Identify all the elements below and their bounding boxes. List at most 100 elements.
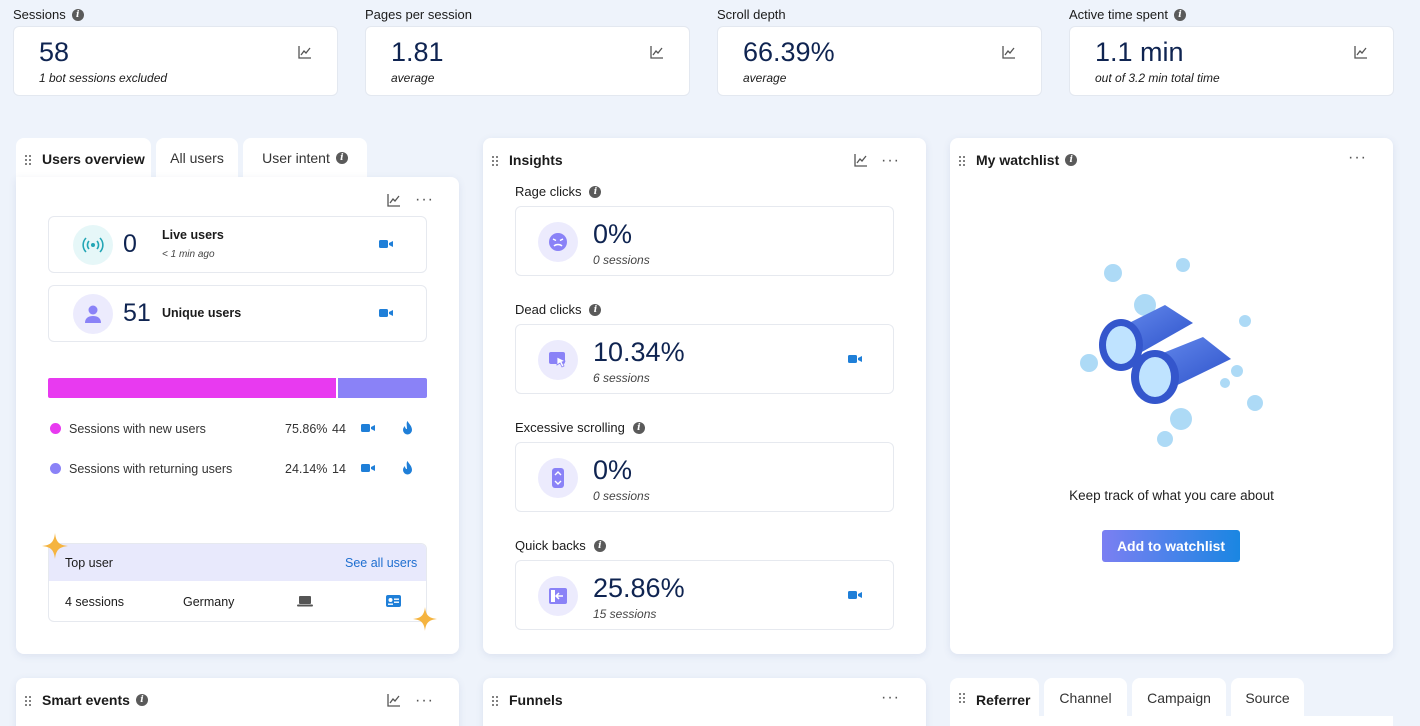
- legend-dot: [50, 423, 61, 434]
- live-users-card[interactable]: 0 Live users < 1 min ago: [48, 216, 427, 273]
- trend-chart-icon[interactable]: [650, 45, 664, 59]
- see-all-users-link[interactable]: See all users: [345, 556, 418, 570]
- excessive-scrolling-value: 0%: [593, 455, 633, 485]
- trend-chart-icon[interactable]: [1354, 45, 1368, 59]
- watchlist-title: My watchlist i: [958, 152, 1078, 168]
- funnels-panel: Funnels ···: [483, 678, 926, 726]
- drag-handle-icon[interactable]: [491, 694, 498, 706]
- info-icon[interactable]: i: [589, 303, 602, 316]
- heatmap-flame-icon[interactable]: [402, 461, 413, 475]
- dead-clicks-value: 10.34%: [593, 337, 685, 367]
- new-users-bar-segment[interactable]: [48, 378, 336, 398]
- legend-label: Sessions with new users: [69, 422, 206, 436]
- video-camera-icon[interactable]: [848, 354, 862, 364]
- returning-users-bar-segment[interactable]: [337, 378, 427, 398]
- tab-campaign[interactable]: Campaign: [1132, 678, 1226, 718]
- legend-pct: 24.14%: [285, 462, 328, 476]
- video-camera-icon[interactable]: [379, 308, 393, 318]
- info-icon[interactable]: i: [589, 185, 602, 198]
- metric-label-pages: Pages per session: [365, 7, 472, 22]
- info-icon[interactable]: i: [1174, 8, 1186, 21]
- info-icon[interactable]: i: [335, 152, 348, 164]
- drag-handle-icon[interactable]: [958, 692, 965, 703]
- user-card-icon[interactable]: [386, 595, 401, 607]
- funnels-title: Funnels: [491, 692, 563, 708]
- drag-handle-icon[interactable]: [958, 154, 965, 166]
- rage-clicks-value: 0%: [593, 219, 633, 249]
- tab-all-users[interactable]: All users: [156, 138, 238, 178]
- scroll-icon: [538, 458, 578, 498]
- trend-chart-icon[interactable]: [387, 693, 401, 707]
- tab-channel[interactable]: Channel: [1044, 678, 1127, 718]
- legend-label: Sessions with returning users: [69, 462, 233, 476]
- metric-label-scroll: Scroll depth: [717, 7, 786, 22]
- watchlist-panel: My watchlist i ··· Keep track of what yo…: [950, 138, 1393, 654]
- metric-value: 1.81: [391, 37, 444, 67]
- insights-title: Insights: [491, 152, 563, 168]
- top-user-country: Germany: [183, 595, 235, 609]
- back-icon: [538, 576, 578, 616]
- trend-chart-icon[interactable]: [298, 45, 312, 59]
- rage-clicks-label: Rage clicks i: [515, 184, 602, 199]
- top-user-title: Top user: [65, 556, 113, 570]
- quick-backs-sub: 15 sessions: [593, 607, 657, 621]
- sessions-split-bar: [48, 378, 427, 398]
- legend-count: 44: [332, 422, 346, 436]
- quick-backs-value: 25.86%: [593, 573, 685, 603]
- more-options-icon[interactable]: ···: [1348, 149, 1367, 166]
- top-user-sessions: 4 sessions: [65, 595, 125, 609]
- tab-users-overview[interactable]: Users overview: [16, 138, 151, 180]
- metric-card-sessions[interactable]: 58 1 bot sessions excluded: [13, 26, 338, 96]
- info-icon[interactable]: i: [1065, 154, 1078, 166]
- more-options-icon[interactable]: ···: [415, 692, 434, 709]
- unique-users-card[interactable]: 51 Unique users: [48, 285, 427, 342]
- rage-clicks-card[interactable]: 0% 0 sessions: [515, 206, 894, 276]
- info-icon[interactable]: i: [593, 539, 606, 552]
- tab-user-intent[interactable]: User intent i: [243, 138, 367, 178]
- dead-clicks-card[interactable]: 10.34% 6 sessions: [515, 324, 894, 394]
- add-to-watchlist-button[interactable]: Add to watchlist: [1102, 530, 1240, 562]
- trend-chart-icon[interactable]: [387, 193, 401, 207]
- metric-sub: average: [743, 71, 787, 85]
- dead-clicks-label: Dead clicks i: [515, 302, 602, 317]
- video-camera-icon[interactable]: [848, 590, 862, 600]
- legend-count: 14: [332, 462, 346, 476]
- insights-panel: Insights ··· Rage clicks i 0% 0 sessions…: [483, 138, 926, 654]
- metric-value: 1.1 min: [1095, 37, 1184, 67]
- more-options-icon[interactable]: ···: [881, 689, 900, 706]
- excessive-scrolling-label: Excessive scrolling i: [515, 420, 645, 435]
- info-icon[interactable]: i: [632, 421, 645, 434]
- angry-face-icon: [538, 222, 578, 262]
- metric-card-pages[interactable]: 1.81 average: [365, 26, 690, 96]
- more-options-icon[interactable]: ···: [881, 152, 900, 169]
- metric-card-scroll[interactable]: 66.39% average: [717, 26, 1042, 96]
- legend-new-users: Sessions with new users 75.86% 44: [50, 421, 427, 437]
- video-camera-icon[interactable]: [379, 239, 393, 249]
- dead-clicks-sub: 6 sessions: [593, 371, 650, 385]
- excessive-scrolling-card[interactable]: 0% 0 sessions: [515, 442, 894, 512]
- heatmap-flame-icon[interactable]: [402, 421, 413, 435]
- legend-dot: [50, 463, 61, 474]
- video-camera-icon[interactable]: [361, 463, 375, 473]
- info-icon[interactable]: i: [135, 694, 148, 706]
- metric-label-active-time: Active time spent i: [1069, 7, 1186, 22]
- trend-chart-icon[interactable]: [854, 153, 868, 167]
- quick-backs-card[interactable]: 25.86% 15 sessions: [515, 560, 894, 630]
- trend-chart-icon[interactable]: [1002, 45, 1016, 59]
- smart-events-title: Smart events i: [24, 692, 148, 708]
- watchlist-message: Keep track of what you care about: [1069, 488, 1274, 503]
- broadcast-icon: [73, 225, 113, 265]
- smart-events-panel: Smart events i ···: [16, 678, 459, 726]
- unique-users-value: 51: [123, 299, 151, 327]
- video-camera-icon[interactable]: [361, 423, 375, 433]
- tab-source[interactable]: Source: [1231, 678, 1304, 718]
- more-options-icon[interactable]: ···: [415, 191, 434, 208]
- info-icon[interactable]: i: [71, 8, 84, 21]
- drag-handle-icon[interactable]: [24, 694, 31, 706]
- unique-users-label: Unique users: [162, 306, 242, 320]
- metric-value: 66.39%: [743, 37, 835, 67]
- drag-handle-icon[interactable]: [491, 154, 498, 166]
- dead-click-icon: [538, 340, 578, 380]
- drag-handle-icon[interactable]: [24, 153, 31, 165]
- metric-card-active-time[interactable]: 1.1 min out of 3.2 min total time: [1069, 26, 1394, 96]
